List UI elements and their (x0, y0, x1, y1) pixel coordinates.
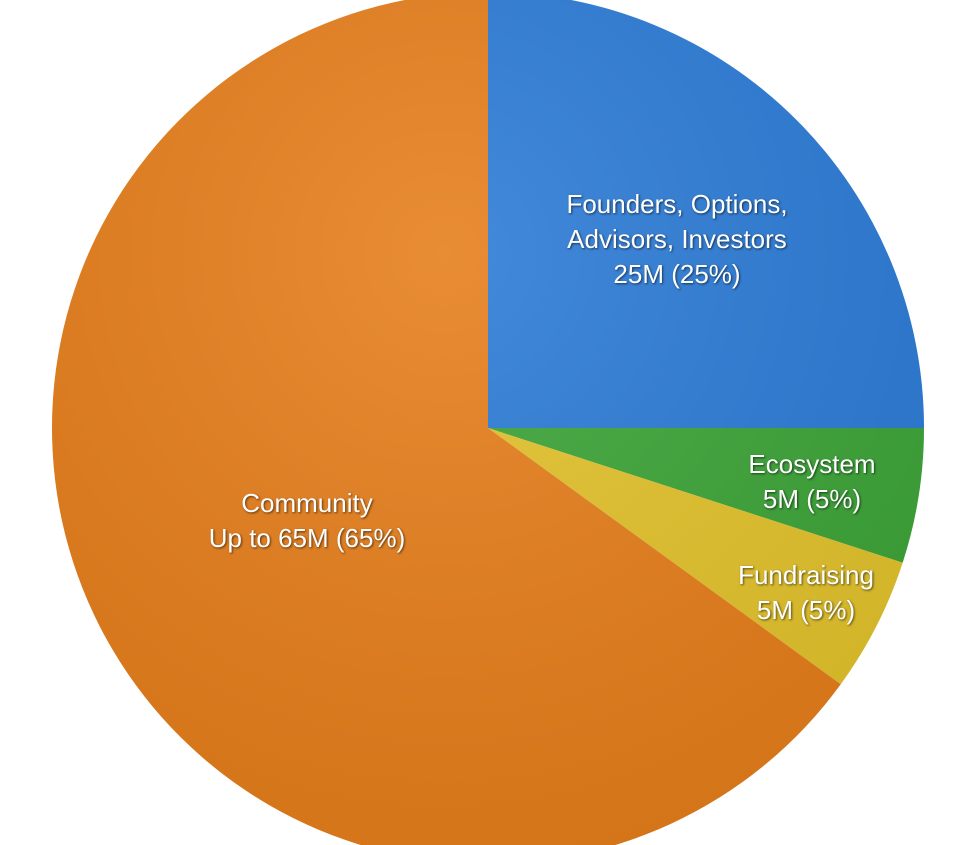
slice-label: Fundraising 5M (5%) (706, 558, 906, 628)
category-label: Founders, Options, Advisors, Investors (566, 189, 788, 254)
value-label: 5M (5%) (762, 484, 862, 514)
value-label: 5M (5%) (756, 595, 856, 625)
slice-label: Community Up to 65M (65%) (157, 486, 457, 556)
slice-label: Ecosystem 5M (5%) (712, 447, 912, 517)
category-label: Community (241, 488, 373, 518)
category-label: Ecosystem (748, 449, 876, 479)
slice-label: Founders, Options, Advisors, Investors 25… (542, 187, 812, 292)
category-label: Fundraising (738, 560, 874, 590)
value-label: Up to 65M (65%) (208, 523, 406, 553)
pie (52, 0, 924, 845)
value-label: 25M (25%) (613, 259, 741, 289)
